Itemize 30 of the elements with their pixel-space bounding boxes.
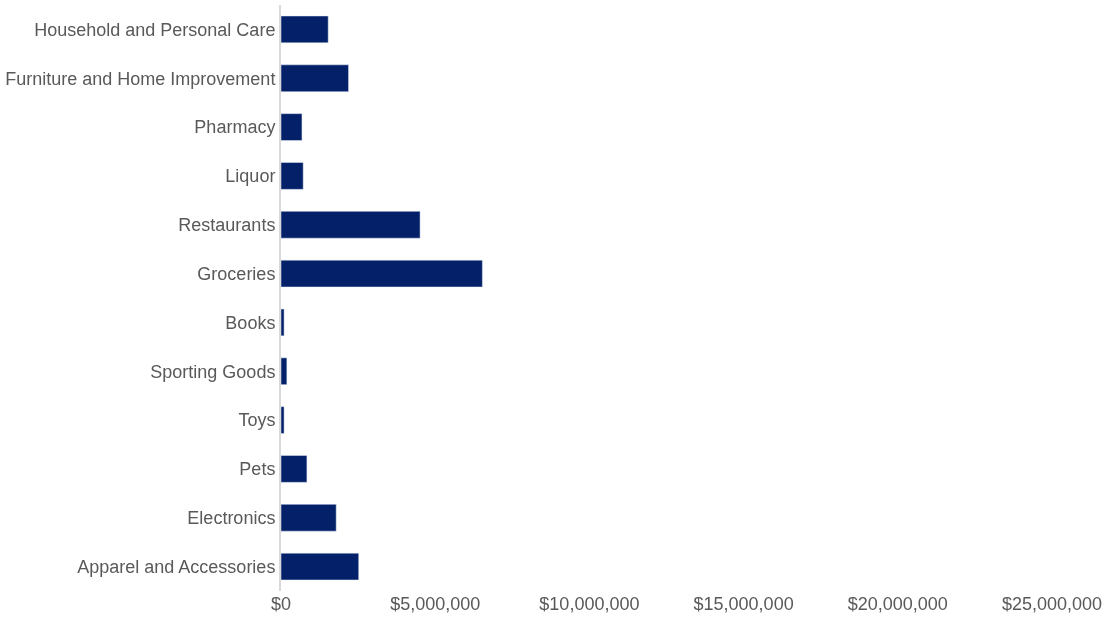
x-tick-label: $15,000,000 bbox=[693, 594, 794, 614]
y-tick-label: Restaurants bbox=[178, 215, 276, 236]
y-tick-label: Groceries bbox=[197, 263, 276, 284]
y-tick-label: Household and Personal Care bbox=[34, 19, 276, 40]
y-tick-label: Electronics bbox=[187, 508, 276, 529]
bar bbox=[281, 308, 285, 337]
y-tick-label: Apparel and Accessories bbox=[77, 556, 276, 577]
bar bbox=[281, 64, 349, 92]
y-tick-label: Toys bbox=[238, 410, 276, 431]
x-tick-label: $0 bbox=[270, 594, 292, 614]
y-tick-label: Liquor bbox=[225, 166, 276, 187]
bar bbox=[281, 113, 303, 141]
y-tick-label: Furniture and Home Improvement bbox=[5, 68, 276, 89]
y-tick-label: Sporting Goods bbox=[150, 361, 276, 382]
x-tick-label: $5,000,000 bbox=[390, 594, 481, 614]
x-tick-label: $25,000,000 bbox=[1001, 594, 1103, 614]
bar bbox=[281, 162, 304, 190]
y-tick-label: Pharmacy bbox=[194, 117, 276, 138]
bar bbox=[281, 211, 421, 239]
bar bbox=[281, 455, 308, 483]
bar bbox=[281, 504, 337, 532]
y-tick-label: Pets bbox=[239, 459, 276, 480]
x-tick-label: $10,000,000 bbox=[539, 594, 640, 614]
bar bbox=[281, 357, 288, 385]
bar bbox=[281, 15, 329, 44]
bar bbox=[281, 552, 359, 581]
x-tick-label: $20,000,000 bbox=[847, 594, 948, 614]
bar bbox=[281, 406, 285, 434]
bar bbox=[281, 259, 483, 288]
y-tick-label: Books bbox=[225, 312, 276, 333]
